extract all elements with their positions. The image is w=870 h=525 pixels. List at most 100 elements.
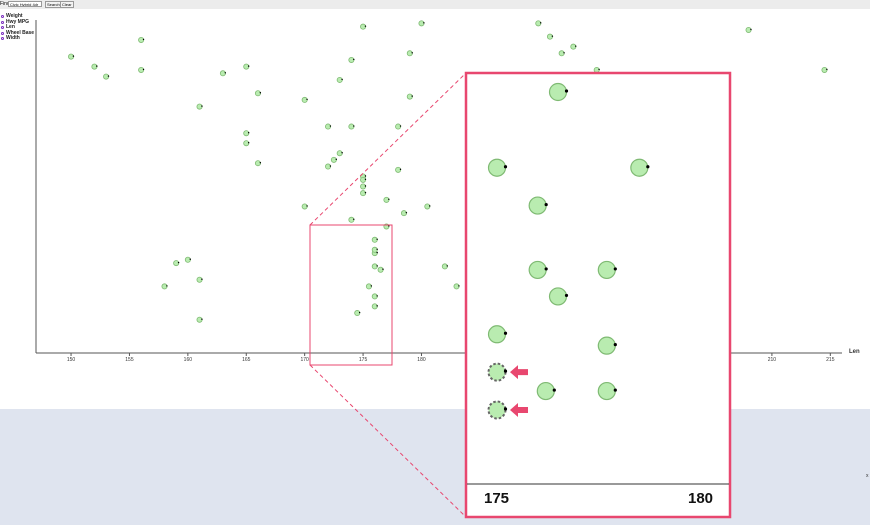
legend-item-wheel-base[interactable]: Wheel Base [1,30,34,36]
data-point[interactable] [161,283,168,290]
search-input[interactable] [8,1,42,7]
zoom-data-point-dot [613,267,617,271]
zoom-highlighted-point[interactable] [487,400,507,420]
zoom-data-point[interactable] [597,260,616,280]
data-point[interactable] [441,263,448,270]
data-point[interactable] [371,303,378,310]
legend-item-weight[interactable]: Weight [1,14,34,19]
data-point[interactable] [184,256,191,263]
zoom-highlighted-point[interactable] [487,362,507,382]
data-point[interactable] [336,76,343,83]
data-point[interactable] [453,283,460,290]
data-point[interactable] [254,90,261,97]
data-point[interactable] [196,276,203,283]
data-point[interactable] [371,263,378,270]
data-point[interactable] [301,203,308,210]
zoom-data-point[interactable] [487,158,507,177]
data-point[interactable] [348,216,355,223]
data-point-dot [341,78,343,81]
data-point[interactable] [325,123,332,130]
data-point[interactable] [365,283,372,290]
zoom-data-point[interactable] [597,336,616,355]
zoom-data-point-dot [613,388,617,392]
data-point[interactable] [325,163,332,170]
data-point-dot [370,285,373,287]
data-point[interactable] [360,183,367,190]
data-point[interactable] [138,66,145,73]
x-tick-label: 170 [300,357,309,363]
data-point[interactable] [336,150,343,157]
data-point[interactable] [301,96,308,103]
data-point[interactable] [219,70,226,77]
data-point-dot [247,65,250,67]
zoom-data-point[interactable] [528,260,547,280]
data-point-dot [259,161,262,164]
data-point-dot [201,278,203,280]
zoom-data-point[interactable] [630,158,649,177]
data-point[interactable] [354,310,361,317]
data-point[interactable] [348,123,355,130]
zoom-data-point[interactable] [487,325,507,344]
data-point-dot [177,261,180,264]
clear-button[interactable]: Clear [60,1,74,8]
data-point-dot [376,238,378,240]
data-point-dot [189,258,191,260]
zoom-tick-right: 180 [688,490,713,507]
data-point[interactable] [558,50,565,57]
data-point[interactable] [360,176,367,183]
zoom-data-point[interactable] [528,196,547,215]
data-point[interactable] [395,123,402,130]
data-point-dot [353,218,355,220]
data-point[interactable] [395,166,402,173]
data-point[interactable] [91,63,98,70]
data-point[interactable] [406,50,413,57]
legend-item-len[interactable]: Len [1,25,34,30]
axes: Len [35,20,860,355]
zoom-connector-line-bottom [309,364,467,518]
data-point[interactable] [418,20,425,27]
zoom-data-point-dot [564,293,569,298]
data-point[interactable] [377,266,384,273]
data-point[interactable] [424,203,431,210]
zoom-data-point[interactable] [597,381,616,401]
data-point[interactable] [360,190,367,197]
data-point[interactable] [330,156,337,163]
data-point[interactable] [546,33,553,40]
data-point[interactable] [196,316,203,323]
zoom-data-point[interactable] [536,381,555,401]
data-point[interactable] [371,236,378,243]
data-point[interactable] [103,73,110,80]
data-point[interactable] [371,293,378,300]
data-point[interactable] [570,43,577,50]
data-point-dot [411,95,413,97]
data-point[interactable] [406,93,413,100]
data-point-dot [376,295,378,297]
data-point-dot [364,175,367,177]
data-point-dot [166,285,168,287]
data-point[interactable] [400,210,407,217]
zoom-data-point[interactable] [548,287,568,306]
data-point[interactable] [383,196,390,203]
data-point[interactable] [348,56,355,63]
data-point[interactable] [138,36,145,43]
data-point-dot [142,68,145,71]
legend-item-width[interactable]: Width [1,36,34,41]
data-point[interactable] [243,140,250,147]
data-point[interactable] [243,130,250,137]
data-point[interactable] [745,26,752,33]
zoom-data-point[interactable] [548,82,568,102]
data-point[interactable] [254,160,261,167]
data-point[interactable] [360,23,367,30]
data-point[interactable] [196,103,203,110]
legend-item-hwy-mpg[interactable]: Hwy MPG [1,19,34,25]
data-point[interactable] [821,66,828,73]
data-point-dot [96,65,98,67]
data-point[interactable] [535,20,542,27]
data-point-dot [376,248,378,250]
data-point[interactable] [173,260,180,267]
data-point[interactable] [371,246,378,253]
data-point[interactable] [68,53,75,60]
data-point[interactable] [243,63,250,70]
data-point-dot [399,125,402,127]
